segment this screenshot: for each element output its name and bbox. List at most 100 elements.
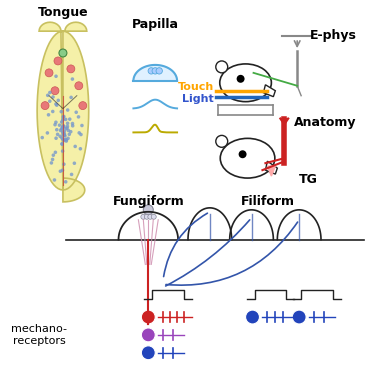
Circle shape: [46, 131, 49, 135]
Circle shape: [60, 127, 63, 131]
Circle shape: [54, 75, 58, 78]
Circle shape: [51, 110, 54, 113]
Circle shape: [61, 118, 65, 122]
Circle shape: [66, 122, 69, 125]
Circle shape: [66, 136, 70, 140]
Circle shape: [63, 134, 67, 138]
Circle shape: [79, 147, 82, 150]
Text: Tongue: Tongue: [38, 6, 88, 19]
Polygon shape: [134, 65, 177, 81]
Circle shape: [62, 139, 66, 142]
Circle shape: [148, 68, 154, 74]
Circle shape: [59, 129, 62, 132]
Polygon shape: [230, 210, 273, 240]
Circle shape: [141, 214, 146, 219]
Circle shape: [79, 102, 87, 109]
Circle shape: [45, 69, 53, 77]
Circle shape: [141, 310, 155, 324]
Circle shape: [66, 129, 70, 132]
Circle shape: [238, 150, 246, 158]
Text: Filiform: Filiform: [240, 195, 294, 208]
Circle shape: [63, 129, 66, 133]
Circle shape: [61, 130, 64, 134]
Circle shape: [63, 133, 66, 137]
Circle shape: [70, 172, 74, 176]
Circle shape: [60, 142, 64, 146]
Circle shape: [216, 135, 228, 147]
Circle shape: [141, 346, 155, 360]
Circle shape: [51, 87, 59, 95]
Circle shape: [292, 310, 306, 324]
Circle shape: [77, 115, 80, 118]
Circle shape: [59, 49, 67, 57]
Circle shape: [64, 139, 68, 143]
Circle shape: [77, 131, 81, 135]
Circle shape: [54, 120, 58, 124]
Circle shape: [151, 214, 156, 219]
Circle shape: [237, 75, 244, 83]
Circle shape: [62, 115, 65, 119]
Circle shape: [58, 170, 62, 173]
Polygon shape: [118, 212, 178, 240]
Circle shape: [74, 145, 77, 148]
Circle shape: [54, 57, 62, 65]
Circle shape: [61, 126, 64, 130]
Circle shape: [58, 123, 61, 127]
Circle shape: [66, 124, 69, 128]
Text: Papilla: Papilla: [132, 18, 179, 31]
Circle shape: [40, 136, 44, 140]
Circle shape: [156, 68, 162, 74]
Text: mechano-
receptors: mechano- receptors: [11, 324, 67, 346]
Circle shape: [62, 124, 65, 128]
Circle shape: [63, 133, 66, 137]
Circle shape: [70, 77, 74, 81]
Polygon shape: [278, 210, 321, 240]
Circle shape: [74, 111, 78, 114]
Circle shape: [71, 124, 75, 128]
Circle shape: [60, 110, 63, 113]
Circle shape: [65, 126, 69, 130]
Text: Touch: Touch: [177, 82, 214, 92]
Circle shape: [71, 122, 74, 125]
Circle shape: [48, 91, 52, 94]
Circle shape: [64, 138, 68, 142]
Circle shape: [46, 93, 50, 97]
Circle shape: [60, 142, 64, 146]
Circle shape: [61, 168, 64, 172]
Circle shape: [246, 310, 260, 324]
Circle shape: [80, 124, 84, 127]
Circle shape: [148, 214, 153, 219]
Circle shape: [144, 214, 149, 219]
Circle shape: [64, 138, 67, 141]
Circle shape: [62, 124, 65, 128]
Polygon shape: [188, 208, 232, 240]
Circle shape: [54, 136, 58, 140]
Circle shape: [143, 205, 153, 215]
Circle shape: [66, 108, 69, 112]
Circle shape: [41, 102, 49, 109]
Circle shape: [60, 136, 64, 140]
Circle shape: [64, 118, 68, 121]
Circle shape: [48, 99, 52, 103]
Circle shape: [62, 124, 65, 128]
Polygon shape: [266, 161, 278, 174]
Circle shape: [62, 162, 66, 166]
Circle shape: [69, 130, 72, 134]
Circle shape: [61, 149, 64, 153]
Circle shape: [68, 117, 72, 121]
Circle shape: [152, 68, 158, 74]
Circle shape: [53, 178, 56, 182]
Text: TG: TG: [299, 173, 318, 186]
Text: Anatomy: Anatomy: [294, 116, 357, 129]
Circle shape: [61, 138, 65, 141]
Circle shape: [79, 133, 83, 136]
Circle shape: [60, 120, 63, 124]
Text: E-phys: E-phys: [310, 29, 357, 42]
Circle shape: [141, 328, 155, 342]
Circle shape: [216, 61, 228, 73]
Text: Light: Light: [182, 94, 214, 104]
Circle shape: [62, 132, 65, 136]
Circle shape: [47, 113, 50, 117]
Circle shape: [51, 153, 55, 157]
Circle shape: [54, 102, 58, 106]
